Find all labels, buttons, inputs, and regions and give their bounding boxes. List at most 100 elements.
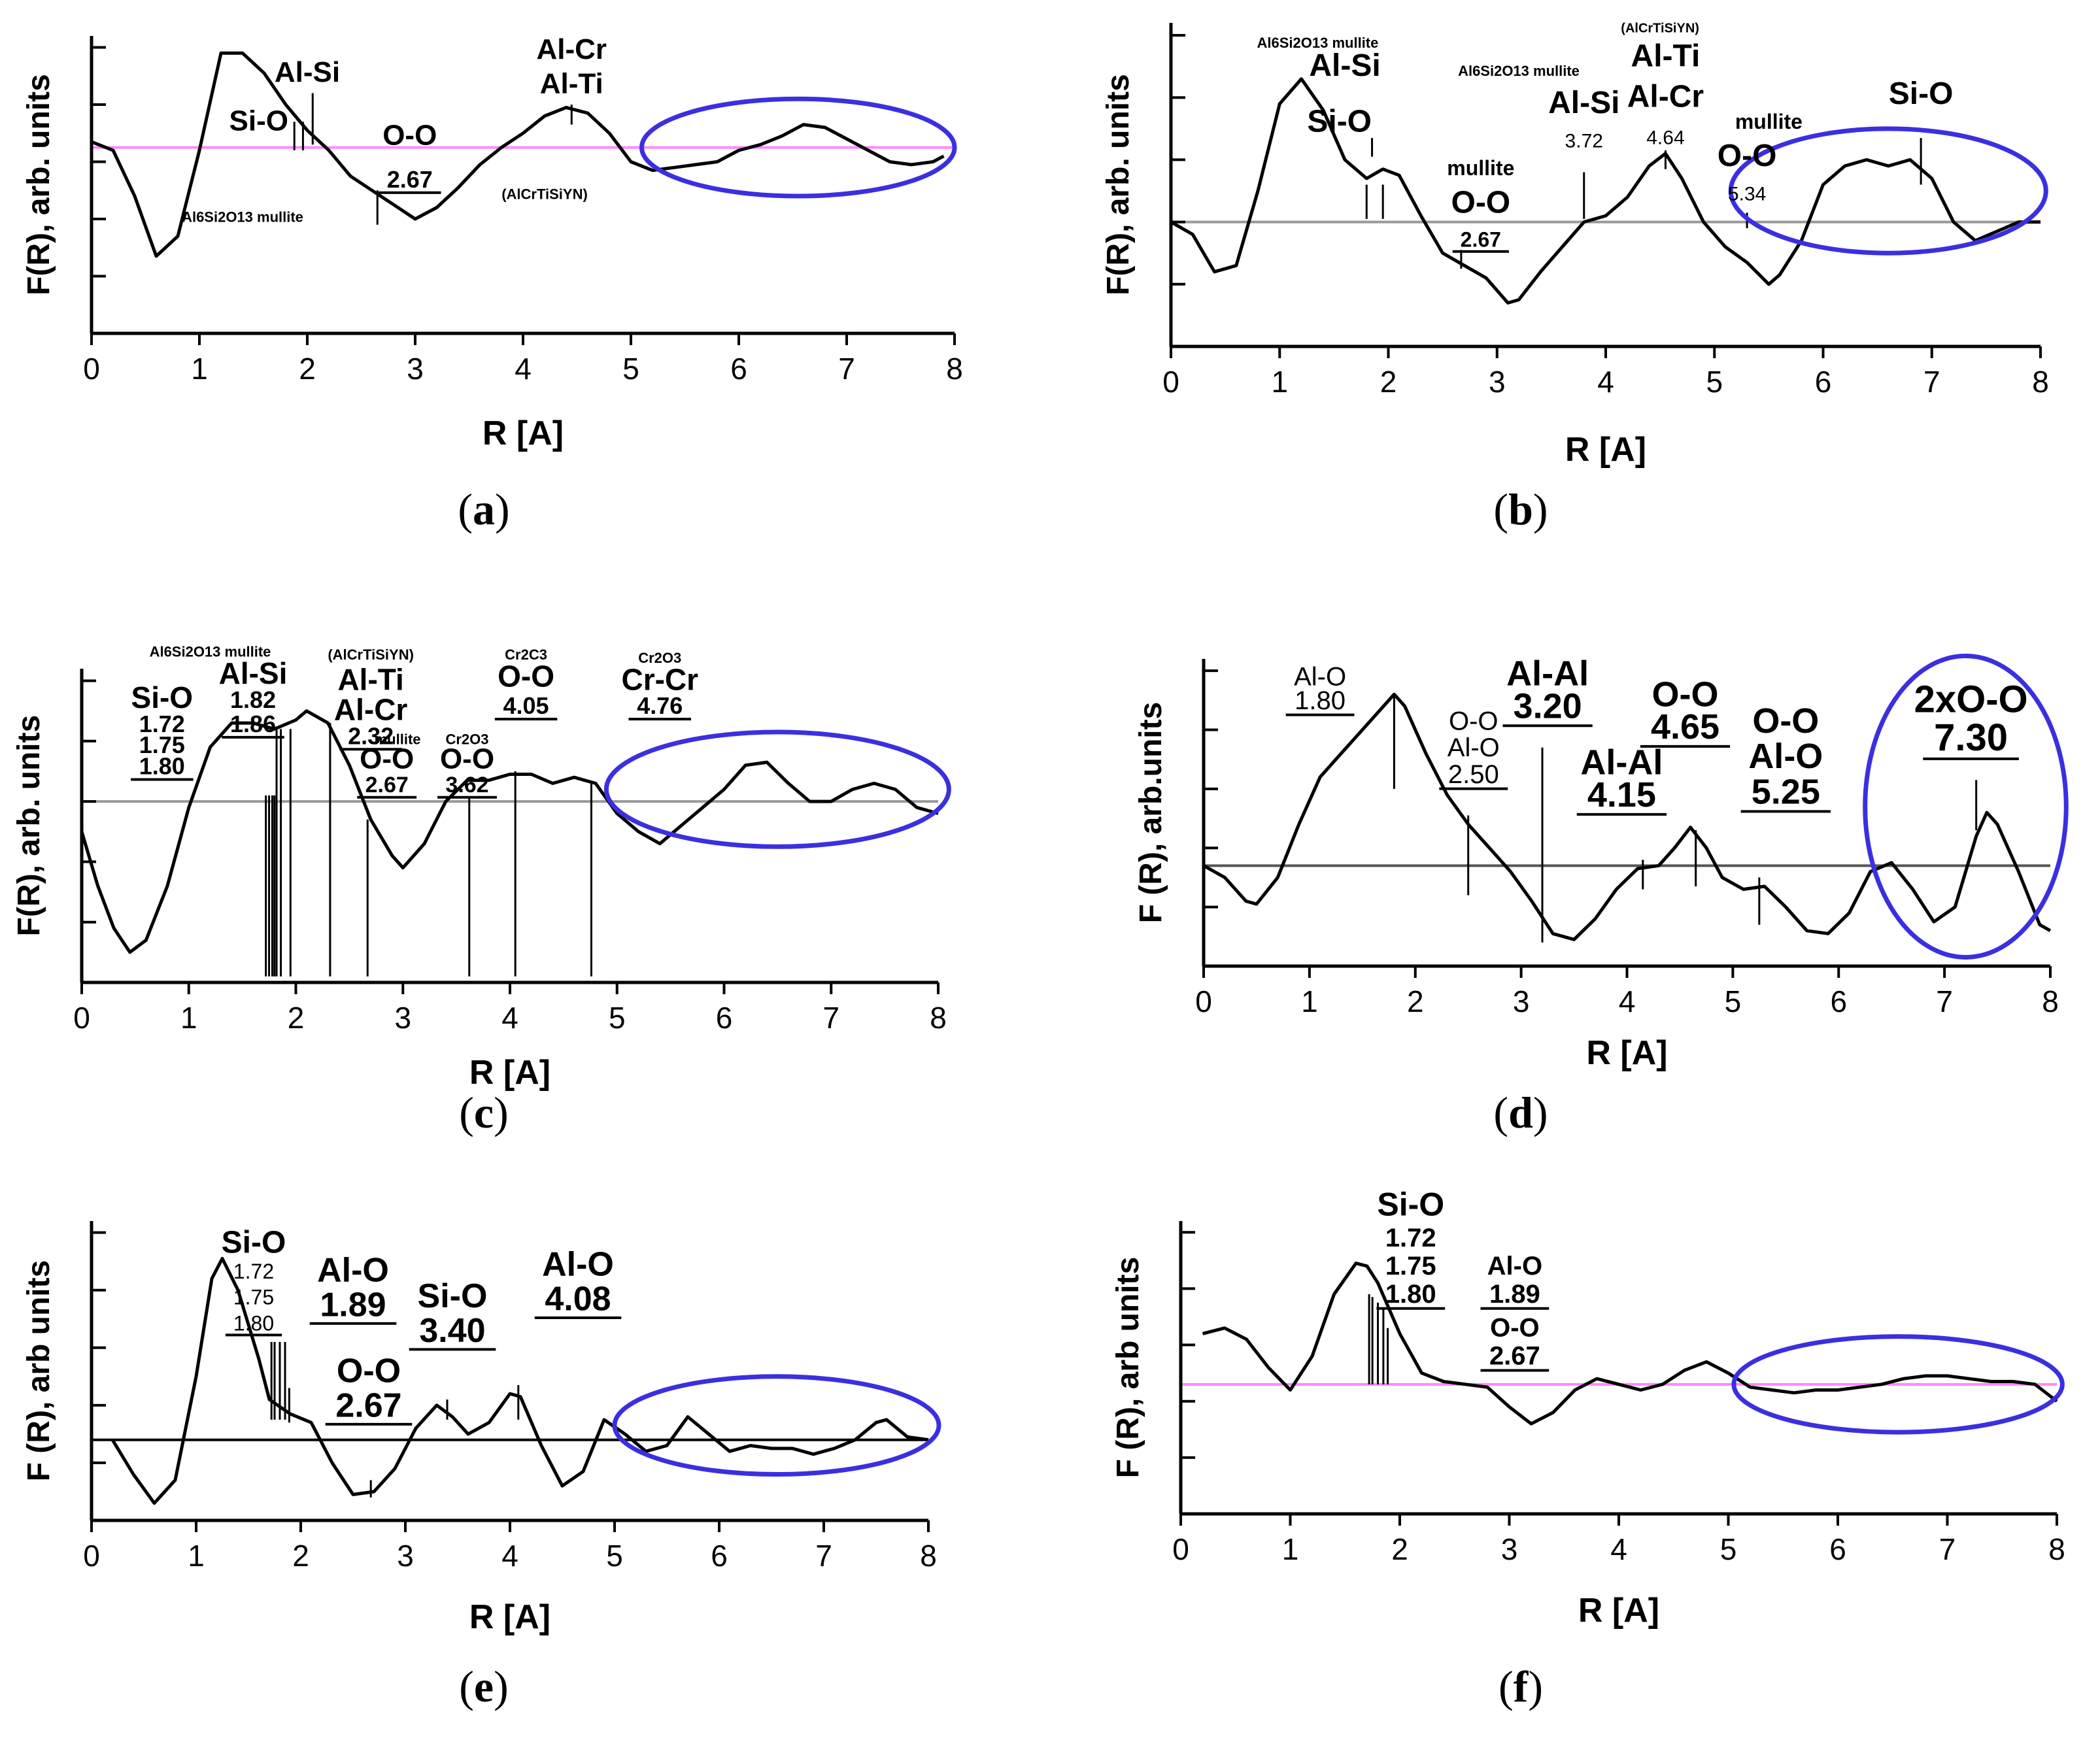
panel-label-b: (b) (1493, 484, 1548, 534)
annotation-label: Al-Cr (334, 692, 408, 726)
annotation-label: Al-Cr (536, 33, 607, 65)
x-tick-label: 7 (1939, 1532, 1956, 1566)
x-tick-label: 4 (515, 352, 532, 386)
curve-c (80, 709, 939, 954)
annotation-label: O-O (1490, 1314, 1540, 1343)
annotation-label: mullite (1447, 156, 1514, 180)
annotation-label: (AlCrTiSiYN) (501, 186, 588, 202)
y-axis-label: F(R), arb. units (1101, 74, 1136, 295)
x-tick-label: 7 (1936, 984, 1953, 1018)
panel-b: 0 1 2 3 4 5 6 7 8 R [A] F(R), arb. units Al6Si2O13 … (1050, 0, 2100, 580)
chart-b: 0 1 2 3 4 5 6 7 8 R [A] F(R), arb. units Al6Si2O13 … (1101, 21, 2049, 469)
annotation-label: (AlCrTiSiYN) (1621, 21, 1699, 35)
panel-label-f: (f) (1499, 1662, 1543, 1711)
annotation-label: Si-O (131, 680, 194, 714)
annotation-label: Si-O (1889, 76, 1954, 111)
x-tick-label: 5 (606, 1539, 623, 1573)
annotation-label: 4.65 (1651, 707, 1719, 746)
annotation-label: Al-Al (1506, 654, 1589, 694)
highlight-ellipse (603, 729, 951, 849)
annotation-label: Al-Ti (337, 662, 403, 696)
y-axis-label: F (R), arb units (22, 1260, 56, 1482)
annotation-label: 2.67 (365, 773, 409, 797)
annotation-label: 3.40 (419, 1312, 485, 1350)
x-tick-label: 3 (394, 1001, 411, 1035)
annotation-label: O-O (1449, 707, 1499, 735)
annotation-label: 2.67 (335, 1386, 401, 1424)
highlight-ellipse (1863, 653, 2069, 960)
annotation-label: O-O (360, 743, 414, 775)
x-tick-label: 2 (1380, 365, 1397, 399)
x-axis-label: R [A] (1586, 1034, 1667, 1072)
x-tick-label: 0 (83, 352, 100, 386)
annotation-label: 1.80 (1295, 686, 1346, 715)
chart-e: 0 1 2 3 4 5 6 7 8R [A]F (R), arb unitsSi-O1.721.… (22, 1221, 941, 1636)
annotation-label: 2xO-O (1914, 678, 2028, 720)
chart-c: 0 1 2 3 4 5 6 7 8 R [A] F(R), arb. units Al6Si2O13 … (12, 644, 951, 1092)
annotation-label: Al-O (1487, 1252, 1542, 1281)
annotation-label: Si-O (418, 1277, 488, 1315)
x-tick-label: 0 (1195, 984, 1212, 1018)
panel-a: 0 1 2 3 4 5 6 7 8 R [A] F(R), arb. units Al-Si Si-O O… (0, 0, 1050, 580)
curve-b (1170, 77, 2041, 305)
x-tick-label: 2 (1391, 1532, 1408, 1566)
x-tick-label: 2 (299, 352, 316, 386)
annotation-label: 5.34 (1728, 183, 1766, 205)
annotation-label: Al-O (317, 1251, 389, 1289)
annotation-label: 2.50 (1448, 760, 1499, 789)
annotation-label: O-O (382, 119, 437, 151)
annotation-label: Al-Ti (1631, 39, 1701, 74)
annotation-label: 5.25 (1752, 772, 1820, 811)
annotation-label: 1.72 (233, 1260, 274, 1283)
annotation-label: Al-O (542, 1246, 614, 1284)
x-tick-label: 2 (292, 1539, 309, 1573)
annotation-label: 1.80 (233, 1311, 274, 1335)
y-axis-label: F(R), arb. units (12, 715, 46, 937)
annotation-label: 2.67 (1461, 228, 1501, 252)
annotation-label: 1.86 (230, 711, 276, 737)
annotation-label: Al-Cr (1627, 80, 1704, 114)
annotation-label: 2.67 (1489, 1342, 1540, 1371)
annotation-label: 1.72 (139, 711, 185, 737)
curve-e (110, 1256, 929, 1505)
x-tick-label: 1 (1282, 1532, 1299, 1566)
x-tick-label: 4 (1619, 984, 1636, 1018)
x-tick-label: 7 (838, 352, 855, 386)
curve-a (91, 51, 945, 258)
x-tick-label: 5 (1706, 365, 1723, 399)
x-tick-label: 7 (1923, 365, 1940, 399)
x-tick-label: 8 (2032, 365, 2049, 399)
x-tick-label: 4 (1610, 1532, 1627, 1566)
annotation-label: 2.67 (387, 166, 433, 193)
panel-label-e: (e) (459, 1662, 509, 1711)
panel-label-a: (a) (458, 484, 510, 534)
x-tick-label: 4 (1597, 365, 1614, 399)
x-tick-label: 3 (397, 1539, 414, 1573)
x-axis-label: R [A] (469, 1598, 550, 1636)
annotation-label: mullite (375, 731, 421, 747)
x-tick-label: 0 (83, 1539, 100, 1573)
annotation-label: 3.72 (1565, 130, 1603, 152)
x-tick-label: 6 (711, 1539, 728, 1573)
x-tick-label: 1 (1271, 365, 1288, 399)
annotation-label: 1.75 (139, 731, 185, 758)
annotation-label: 4.15 (1587, 775, 1656, 814)
annotation-label: Al-O (1294, 663, 1346, 692)
x-tick-label: 0 (1172, 1532, 1189, 1566)
x-tick-label: 5 (1720, 1532, 1737, 1566)
x-tick-label: 4 (501, 1001, 518, 1035)
annotation-label: Si-O (1307, 105, 1372, 139)
annotation-label: Si-O (1377, 1186, 1444, 1222)
x-tick-label: 1 (1301, 984, 1318, 1018)
highlight-ellipse (639, 96, 957, 199)
highlight-ellipse (1728, 126, 2048, 256)
x-axis-label: R [A] (469, 1054, 550, 1092)
x-tick-label: 3 (407, 352, 424, 386)
x-tick-label: 6 (716, 1001, 733, 1035)
annotation-label: 4.64 (1646, 127, 1684, 149)
x-tick-label: 0 (1162, 365, 1179, 399)
curve-d (1202, 692, 2052, 941)
x-tick-label: 8 (930, 1001, 947, 1035)
